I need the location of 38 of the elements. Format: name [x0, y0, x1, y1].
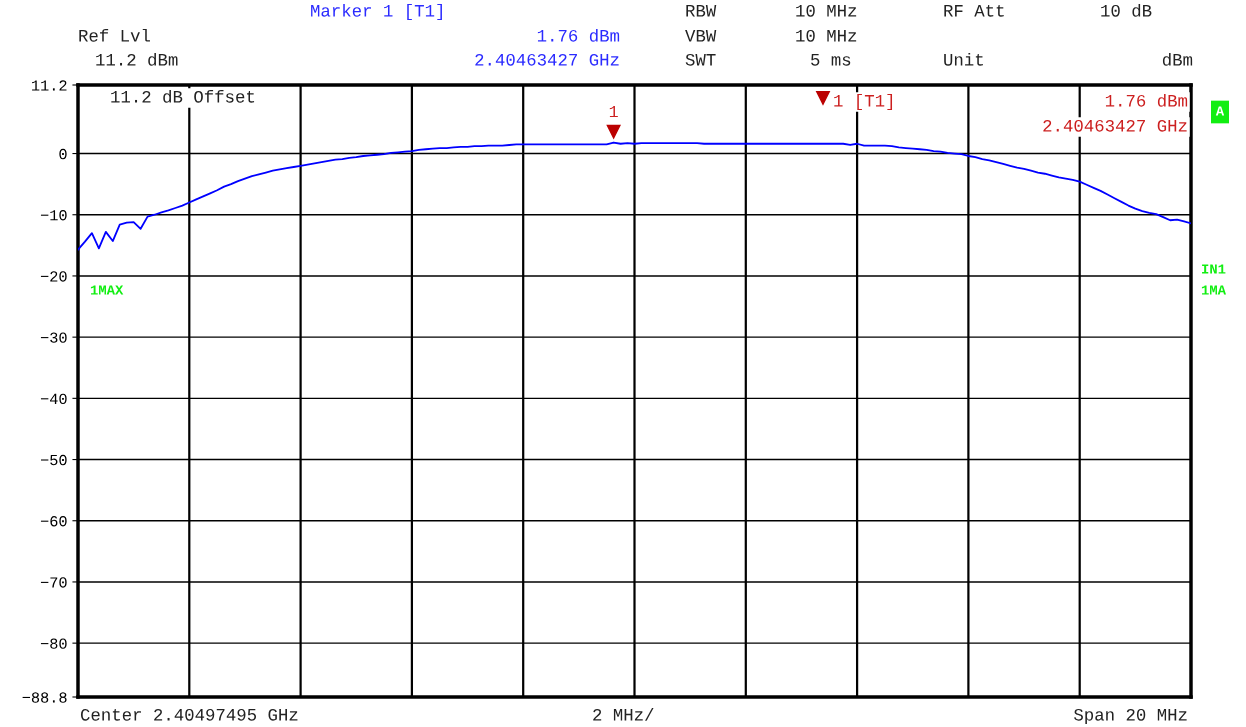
text: 5 ms — [811, 54, 851, 66]
annotation: 2.40463427 GHz — [1043, 119, 1187, 132]
text: IN1 — [1202, 264, 1226, 274]
text: RF Att — [944, 4, 1004, 17]
y-tick-label: −80 — [40, 638, 67, 649]
y-tick-label: −60 — [40, 516, 67, 527]
y-tick-label: −20 — [40, 271, 67, 282]
text: Marker 1 [T1] — [311, 3, 442, 21]
text: 10 dB — [1101, 3, 1152, 17]
text: 1.76 dBm — [537, 28, 620, 42]
y-tick-label: −88.8 — [22, 692, 67, 703]
text: RBW — [686, 5, 717, 17]
text: 10 MHz — [796, 29, 857, 42]
text: 2.40463427 GHz — [475, 53, 619, 66]
y-tick-label: 11.2 — [32, 80, 67, 91]
text: 11.2 dBm — [96, 52, 178, 66]
text: dBm — [1162, 52, 1193, 66]
annotation: 1 [T1] — [834, 93, 893, 111]
text: VBW — [685, 30, 717, 42]
annotation: 1 — [609, 106, 618, 118]
text: 1MA — [1201, 285, 1226, 295]
text: Unit — [944, 52, 983, 66]
annotation: 11.2 dB Offset — [111, 89, 255, 103]
text: Center 2.40497495 GHz — [80, 708, 298, 721]
text: 2 MHz/ — [593, 707, 654, 721]
text: A — [1215, 106, 1225, 116]
y-tick-label: −30 — [40, 332, 67, 343]
y-tick-label: −50 — [40, 454, 67, 466]
y-tick-label: −40 — [40, 393, 67, 405]
y-tick-label: −70 — [40, 577, 67, 588]
y-tick-label: −10 — [40, 210, 67, 221]
annotation: 1.76 dBm — [1105, 93, 1188, 107]
y-tick-label: 0 — [59, 148, 67, 160]
text: Span 20 MHz — [1074, 708, 1187, 725]
annotation: 1MAX — [90, 285, 124, 295]
text: 10 MHz — [796, 4, 857, 17]
text: SWT — [685, 53, 716, 66]
text: Ref Lvl — [79, 28, 150, 42]
